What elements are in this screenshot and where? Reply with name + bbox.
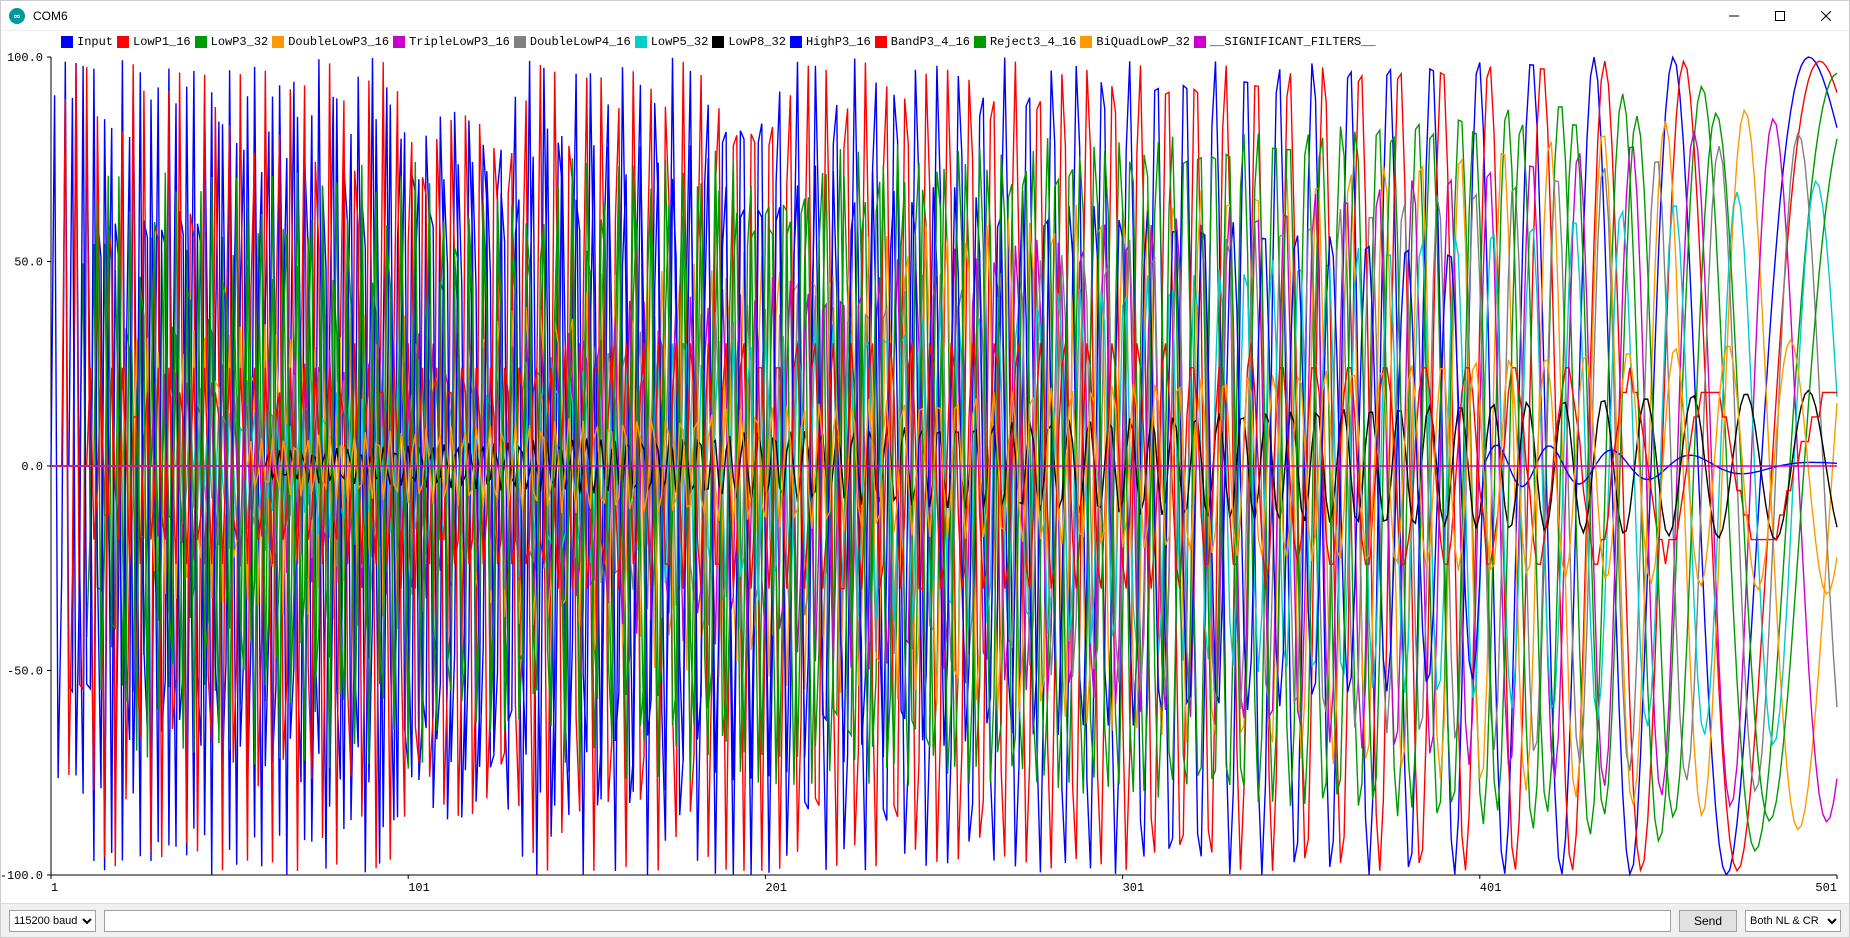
legend-swatch (195, 36, 207, 48)
arduino-icon: ∞ (9, 8, 25, 24)
bottom-toolbar: 300 baud1200 baud2400 baud4800 baud9600 … (1, 903, 1849, 937)
legend-swatch (712, 36, 724, 48)
legend-label: BandP3_4_16 (891, 35, 970, 49)
legend-label: DoubleLowP4_16 (530, 35, 631, 49)
legend-swatch (974, 36, 986, 48)
line-ending-select[interactable]: No line endingNewlineCarriage returnBoth… (1745, 910, 1841, 932)
legend-swatch (514, 36, 526, 48)
maximize-button[interactable] (1757, 1, 1803, 31)
legend-item-4: TripleLowP3_16 (393, 35, 510, 49)
svg-text:50.0: 50.0 (14, 256, 43, 270)
titlebar: ∞ COM6 (1, 1, 1849, 31)
legend-label: TripleLowP3_16 (409, 35, 510, 49)
legend-swatch (61, 36, 73, 48)
plot-area: -100.0 -50.0 0.0 50.0 100.0 1 101 201 301 401 501 (1, 51, 1849, 903)
window-title: COM6 (33, 9, 68, 23)
legend-item-11: BiQuadLowP_32 (1080, 35, 1190, 49)
plot-svg: -100.0 -50.0 0.0 50.0 100.0 1 101 201 301 401 501 (1, 51, 1849, 903)
svg-text:0.0: 0.0 (21, 460, 43, 474)
legend-item-8: HighP3_16 (790, 35, 871, 49)
legend-swatch (1194, 36, 1206, 48)
legend: Input LowP1_16 LowP3_32 DoubleLowP3_16 Tripl… (1, 31, 1849, 51)
svg-text:401: 401 (1480, 881, 1502, 895)
legend-item-0: Input (61, 35, 113, 49)
legend-label: Input (77, 35, 113, 49)
legend-item-3: DoubleLowP3_16 (272, 35, 389, 49)
legend-swatch (272, 36, 284, 48)
svg-text:-100.0: -100.0 (1, 869, 43, 883)
legend-label: LowP1_16 (133, 35, 191, 49)
legend-item-12: __SIGNIFICANT_FILTERS__ (1194, 35, 1376, 49)
legend-label: DoubleLowP3_16 (288, 35, 389, 49)
legend-item-5: DoubleLowP4_16 (514, 35, 631, 49)
send-button[interactable]: Send (1679, 910, 1737, 932)
legend-item-7: LowP8_32 (712, 35, 786, 49)
legend-swatch (393, 36, 405, 48)
legend-label: LowP8_32 (728, 35, 786, 49)
legend-swatch (790, 36, 802, 48)
close-button[interactable] (1803, 1, 1849, 31)
serial-input[interactable] (104, 910, 1671, 932)
legend-item-9: BandP3_4_16 (875, 35, 970, 49)
legend-item-6: LowP5_32 (635, 35, 709, 49)
svg-text:-50.0: -50.0 (7, 665, 43, 679)
legend-swatch (1080, 36, 1092, 48)
svg-text:301: 301 (1123, 881, 1145, 895)
svg-text:201: 201 (765, 881, 787, 895)
legend-label: LowP5_32 (651, 35, 709, 49)
svg-text:101: 101 (408, 881, 430, 895)
legend-item-1: LowP1_16 (117, 35, 191, 49)
legend-item-2: LowP3_32 (195, 35, 269, 49)
legend-swatch (635, 36, 647, 48)
legend-label: BiQuadLowP_32 (1096, 35, 1190, 49)
svg-text:501: 501 (1815, 881, 1837, 895)
baud-select[interactable]: 300 baud1200 baud2400 baud4800 baud9600 … (9, 910, 96, 932)
minimize-button[interactable] (1711, 1, 1757, 31)
legend-item-10: Reject3_4_16 (974, 35, 1076, 49)
legend-swatch (117, 36, 129, 48)
legend-label: Reject3_4_16 (990, 35, 1076, 49)
serial-plotter-window: ∞ COM6 Input LowP1_16 LowP3_32 DoubleLowP3_… (0, 0, 1850, 938)
legend-label: __SIGNIFICANT_FILTERS__ (1210, 35, 1376, 49)
legend-label: LowP3_32 (211, 35, 269, 49)
svg-text:1: 1 (51, 881, 58, 895)
svg-text:100.0: 100.0 (7, 51, 43, 65)
legend-label: HighP3_16 (806, 35, 871, 49)
legend-swatch (875, 36, 887, 48)
